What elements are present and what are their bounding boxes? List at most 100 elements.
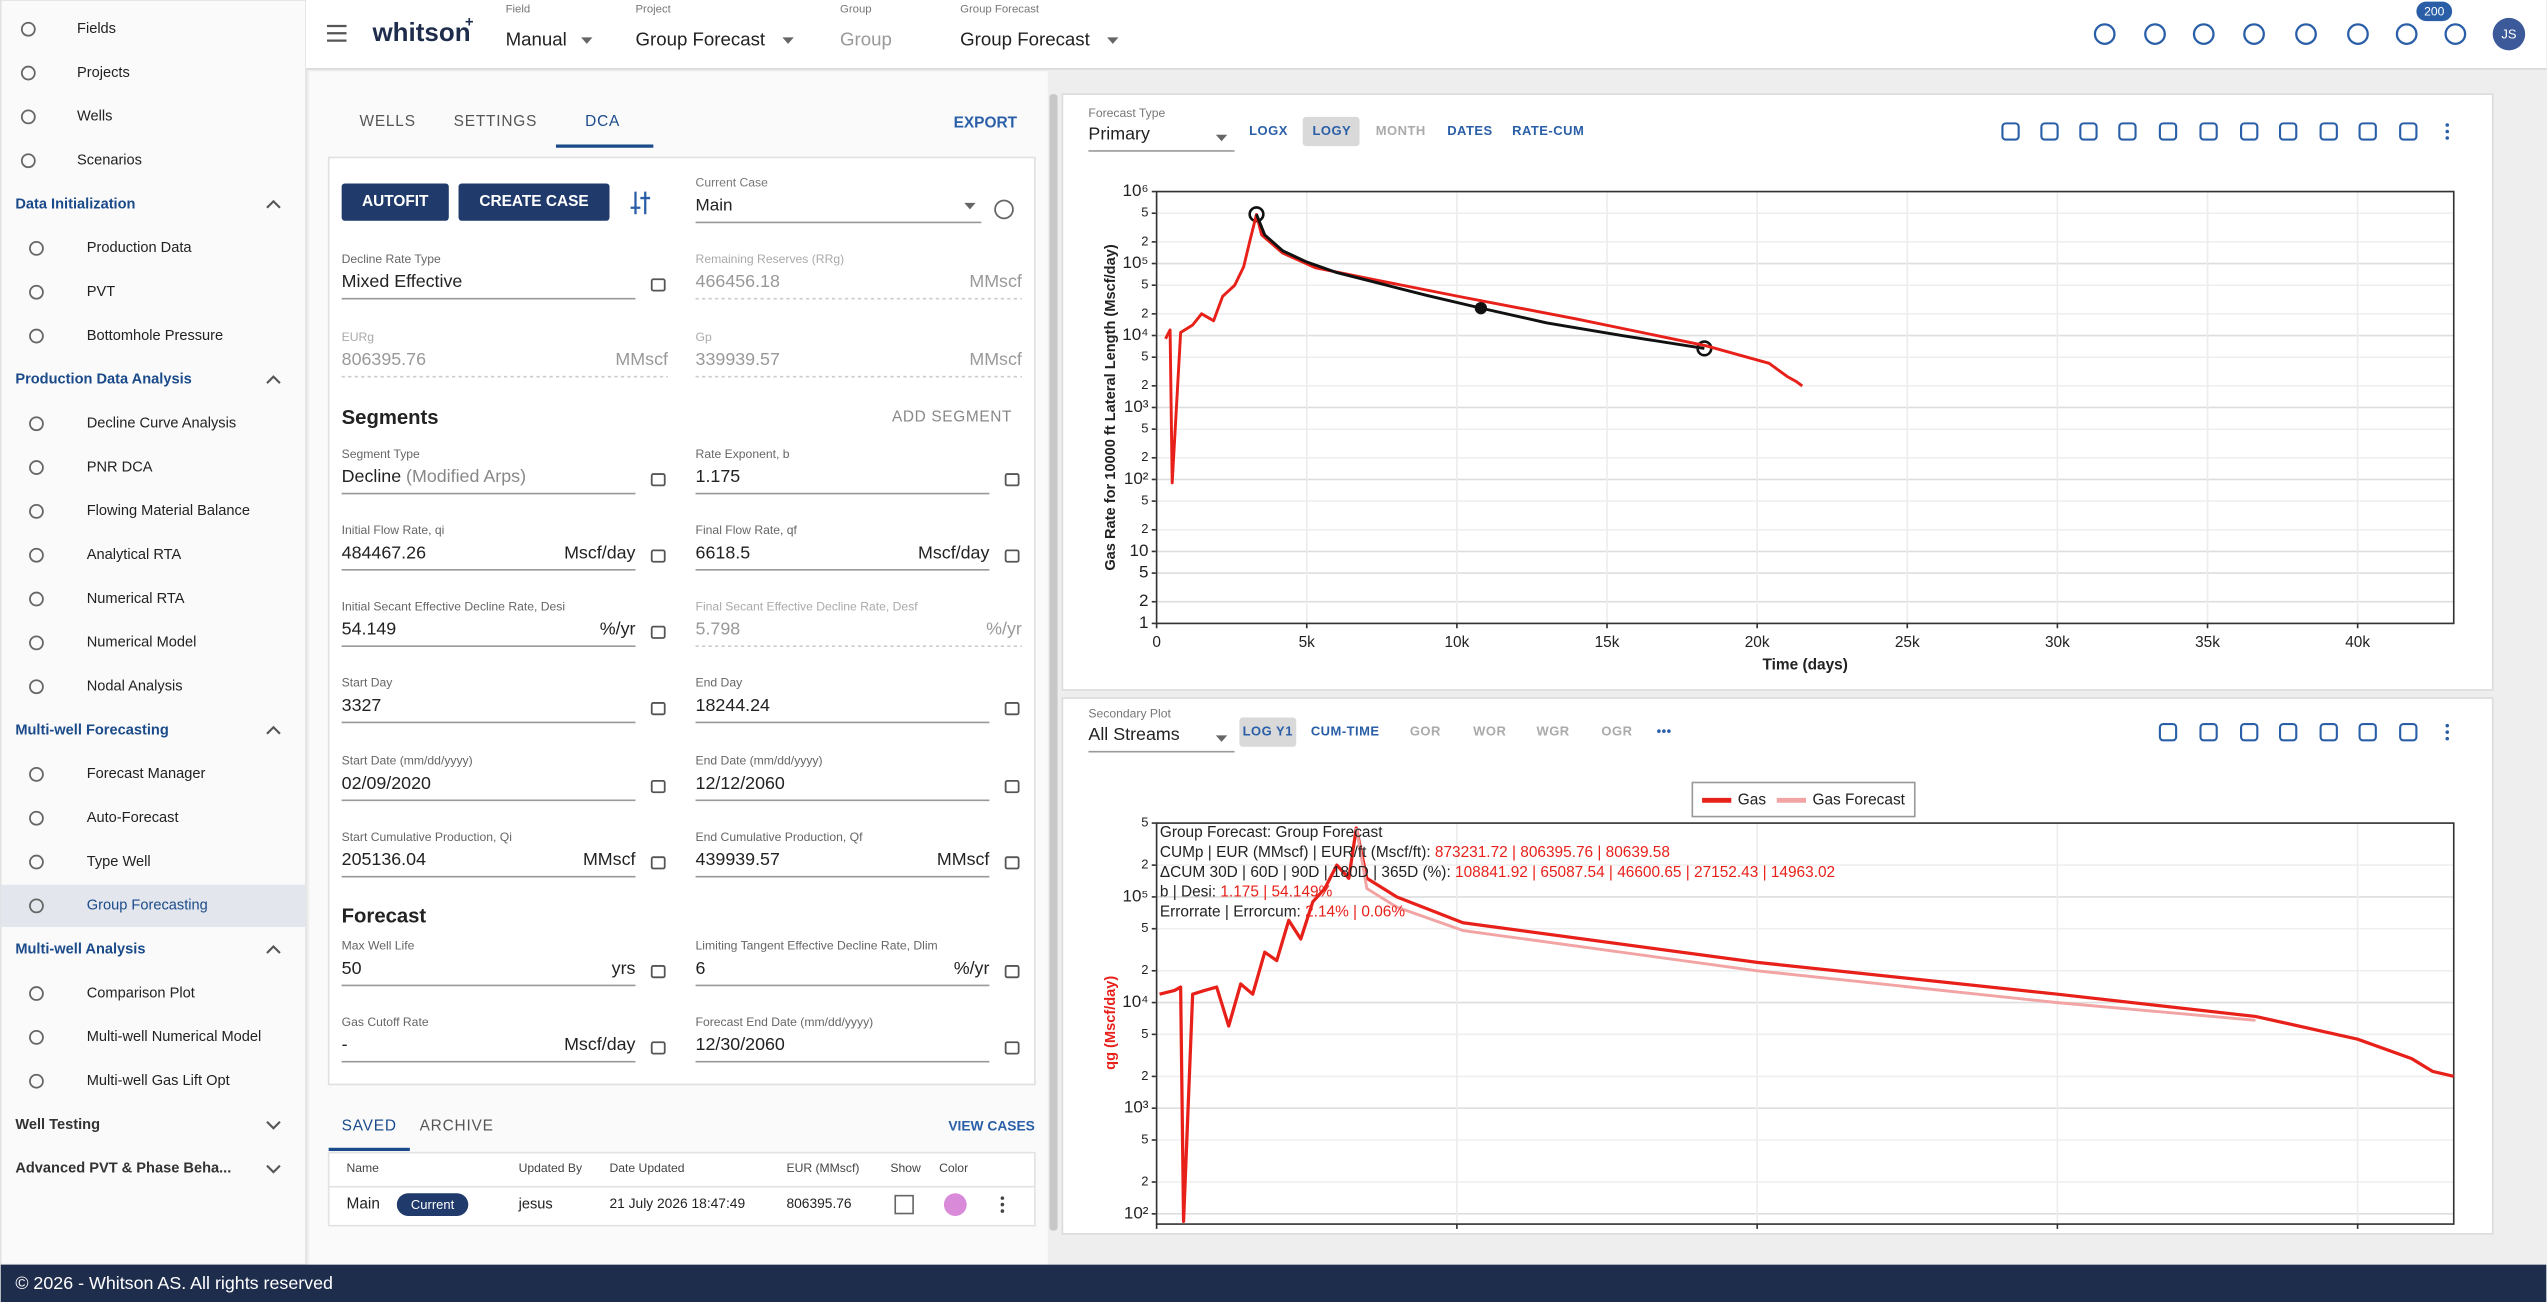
field-value[interactable]: 6618.5 [696,542,751,562]
color-swatch[interactable] [943,1193,967,1216]
tab[interactable]: SETTINGS [454,113,538,130]
field-value[interactable]: 50 [342,958,362,978]
plot-toggle[interactable]: MONTH [1376,123,1426,138]
field-icon[interactable] [1004,856,1020,870]
button[interactable] [458,183,610,221]
tab[interactable]: ARCHIVE [420,1118,494,1135]
toolbar-icon[interactable] [2444,23,2467,45]
field-icon[interactable] [650,856,666,870]
view-cases[interactable]: VIEW CASES [948,1118,1035,1133]
nav-section[interactable]: Well Testing [15,1117,100,1133]
plot-tool[interactable] [2278,722,2298,742]
selector-value[interactable]: Group Forecast [960,29,1090,50]
plot-tool[interactable] [2040,122,2059,141]
plot-tool[interactable] [2199,722,2218,742]
plot-toggle[interactable]: WOR [1473,724,1506,739]
toolbar-icon[interactable] [2093,23,2116,45]
plot-tool[interactable] [2240,122,2259,141]
nav-item[interactable]: Wells [77,109,112,125]
field-value[interactable]: 439939.57 [696,849,780,869]
plot-toggle[interactable]: LOGY [1312,123,1351,138]
field-value[interactable]: - [342,1034,348,1054]
field-icon[interactable] [650,625,666,639]
field-icon[interactable] [1004,965,1020,979]
field-icon[interactable] [650,779,666,794]
field-value[interactable]: 484467.26 [342,542,426,562]
plot-toggle[interactable]: DATES [1447,123,1492,138]
nav-item[interactable]: Numerical Model [87,635,197,651]
plot-tool[interactable] [2319,122,2338,141]
plot-toggle[interactable]: WGR [1536,724,1569,739]
nav-item[interactable]: PVT [87,284,115,300]
plot-tool[interactable] [2399,122,2418,141]
field-value[interactable]: 1.175 [696,466,741,486]
field-value[interactable]: 6 [696,958,706,978]
nav-item[interactable]: Comparison Plot [87,985,195,1001]
field-icon[interactable] [650,549,666,563]
nav-section[interactable]: Production Data Analysis [15,372,191,388]
menu-icon[interactable] [327,24,347,42]
plot-toggle[interactable]: RATE-CUM [1512,123,1584,138]
plot-tool[interactable] [2319,722,2338,742]
field-value[interactable]: 02/09/2020 [342,773,431,793]
nav-item[interactable]: Production Data [87,240,193,256]
toolbar-icon[interactable] [2144,23,2166,45]
plot-tool[interactable] [2158,722,2178,742]
selector-value[interactable]: Group Forecast [635,29,765,50]
nav-item[interactable]: Group Forecasting [87,898,208,914]
checkbox[interactable] [894,1194,914,1215]
nav-item[interactable]: Type Well [87,854,151,870]
plot-toggle[interactable]: LOGX [1249,123,1288,138]
add-segment[interactable]: ADD SEGMENT [892,408,1012,425]
select-value[interactable]: Primary [1088,123,1150,143]
field-icon[interactable] [650,278,666,292]
field-icon[interactable] [650,1041,666,1055]
plot-tool[interactable] [2240,722,2259,742]
nav-item[interactable]: Auto-Forecast [87,810,179,826]
nav-section[interactable]: Data Initialization [15,196,135,212]
nav-item[interactable]: Bottomhole Pressure [87,328,223,344]
tab[interactable]: DCA [585,113,620,130]
nav-item[interactable]: Scenarios [77,153,142,169]
plot-toggle[interactable]: CUM-TIME [1311,724,1380,739]
selector-value[interactable]: Group [840,29,892,50]
nav-item[interactable]: Numerical RTA [87,591,185,607]
nav-section[interactable]: Multi-well Forecasting [15,722,168,738]
field-value[interactable]: 3327 [342,695,382,715]
nav-item[interactable]: Multi-well Numerical Model [87,1029,262,1045]
field-value[interactable]: 12/12/2060 [696,773,785,793]
plot-toggle[interactable]: LOG Y1 [1243,724,1293,739]
field-icon[interactable] [1004,1041,1020,1055]
field-icon[interactable] [650,473,666,487]
selector-value[interactable]: Manual [506,29,567,50]
plot-toggle[interactable]: GOR [1410,724,1441,739]
tab[interactable]: SAVED [342,1118,397,1135]
export-button[interactable]: EXPORT [954,114,1018,131]
toolbar-icon[interactable] [2295,23,2317,45]
nav-item[interactable]: Forecast Manager [87,766,206,782]
avatar[interactable] [2492,17,2526,51]
nav-item[interactable]: Projects [77,65,130,81]
select-value[interactable]: All Streams [1088,724,1179,744]
plot-toggle[interactable]: OGR [1601,724,1632,739]
toolbar-icon[interactable] [2192,23,2215,45]
field-value[interactable]: Mixed Effective [342,271,463,291]
plot-tool[interactable] [2399,722,2418,742]
field-icon[interactable] [1004,473,1020,487]
plot-toggle[interactable]: ••• [1657,724,1672,739]
plot-tool[interactable] [2278,122,2298,141]
toolbar-icon[interactable] [2347,23,2369,45]
plot-tool[interactable] [2001,122,2020,141]
nav-item[interactable]: PNR DCA [87,459,153,475]
field-value[interactable]: 18244.24 [696,695,771,715]
nav-item[interactable]: Fields [77,21,116,37]
plot-tool[interactable] [2079,122,2098,141]
field-value[interactable]: Main [696,196,733,215]
plot-tool[interactable] [2199,122,2218,141]
field-icon[interactable] [1004,702,1020,716]
button[interactable] [341,183,449,221]
field-icon[interactable] [650,702,666,716]
field-value[interactable]: 205136.04 [342,849,426,869]
nav-item[interactable]: Multi-well Gas Lift Opt [87,1073,230,1089]
nav-item[interactable]: Nodal Analysis [87,679,183,695]
